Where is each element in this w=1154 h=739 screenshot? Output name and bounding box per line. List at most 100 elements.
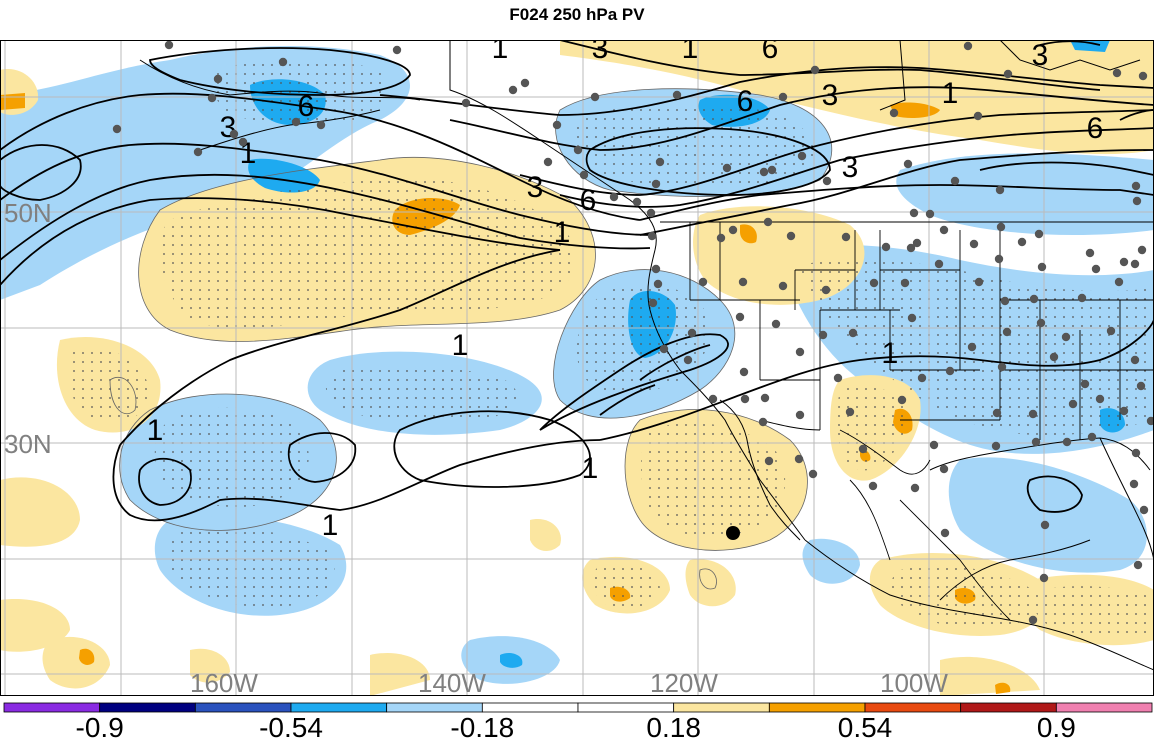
- pv-contours: [0, 40, 1154, 522]
- colorbar-tick-label: 0.9: [1037, 712, 1076, 739]
- station-dot: [940, 528, 950, 538]
- station-dot: [1028, 615, 1038, 625]
- station-dot: [1146, 416, 1154, 426]
- station-dot: [1085, 248, 1095, 258]
- station-dot: [963, 41, 973, 51]
- station-dot: [912, 238, 922, 248]
- station-dot: [112, 124, 122, 134]
- station-dot: [917, 373, 927, 383]
- station-dot: [1137, 245, 1147, 255]
- station-dot: [786, 231, 796, 241]
- station-dot: [907, 313, 917, 323]
- colorbar-tick-label: 0.54: [838, 712, 893, 739]
- station-dot: [278, 57, 288, 67]
- station-dot: [609, 192, 619, 202]
- station-dot: [708, 394, 718, 404]
- station-dot: [508, 85, 518, 95]
- station-dot: [651, 179, 661, 189]
- station-dot: [794, 454, 804, 464]
- station-dot: [590, 92, 600, 102]
- station-dot: [950, 176, 960, 186]
- station-dot: [991, 441, 1001, 451]
- contour-label: 3: [220, 111, 237, 144]
- pv-map: 1 3 6 1 3 6 1 3 6 1 3 1 1 1 1 1 3 6 3 1 …: [0, 32, 1154, 698]
- station-dot: [994, 254, 1004, 264]
- station-dot: [760, 393, 770, 403]
- station-dot: [767, 165, 777, 175]
- station-dot: [808, 469, 818, 479]
- colorbar-box: [290, 702, 388, 713]
- station-dot: [1061, 332, 1071, 342]
- lat-label: 30N: [4, 429, 52, 459]
- station-dot: [1029, 294, 1039, 304]
- colorbar-tick-label: -0.18: [450, 712, 514, 739]
- station-dots: [112, 40, 1154, 625]
- station-dot: [728, 225, 738, 235]
- station-dot: [1114, 277, 1124, 287]
- contour-label: 1: [492, 32, 509, 65]
- contour-label: 6: [580, 184, 597, 217]
- contour-label: 1: [554, 216, 571, 249]
- station-dot: [207, 93, 217, 103]
- station-dot: [881, 242, 891, 252]
- station-dot: [316, 120, 326, 130]
- station-dot: [939, 225, 949, 235]
- station-dot: [552, 120, 562, 130]
- station-dot: [672, 90, 682, 100]
- station-dot: [461, 98, 471, 108]
- contour-label: 6: [1087, 112, 1104, 145]
- station-dot: [739, 367, 749, 377]
- station-dot: [653, 279, 663, 289]
- station-dot: [738, 277, 748, 287]
- station-dot: [1139, 505, 1149, 515]
- colorbar-box: [481, 702, 579, 713]
- station-dot: [869, 278, 879, 288]
- station-dot: [1040, 520, 1050, 530]
- station-dot: [1106, 326, 1116, 336]
- station-dot: [716, 233, 726, 243]
- marker-dot: [726, 526, 740, 540]
- station-dot: [1119, 406, 1129, 416]
- station-dot: [795, 410, 805, 420]
- contour-label: 3: [842, 151, 859, 184]
- colorbar-tick-label: -0.54: [259, 712, 323, 739]
- station-dot: [1077, 293, 1087, 303]
- station-dot: [1091, 264, 1101, 274]
- station-dot: [1036, 318, 1046, 328]
- station-dot: [906, 243, 916, 253]
- station-dot: [1138, 71, 1148, 81]
- station-dot: [897, 395, 907, 405]
- contour-label: 1: [942, 77, 959, 110]
- station-dot: [778, 281, 788, 291]
- station-dot: [213, 74, 223, 84]
- colorbar-tick-label: -0.9: [76, 712, 124, 739]
- colorbar-box: [99, 702, 196, 713]
- station-dot: [758, 417, 768, 427]
- station-dot: [910, 483, 920, 493]
- contour-label: 6: [298, 90, 315, 123]
- contour-label: 3: [592, 32, 609, 65]
- station-dot: [1039, 573, 1049, 583]
- station-dot: [1034, 229, 1044, 239]
- station-dot: [974, 277, 984, 287]
- station-dot: [967, 342, 977, 352]
- station-dot: [687, 328, 697, 338]
- station-dot: [995, 185, 1005, 195]
- station-dot: [573, 145, 583, 155]
- station-dot: [648, 298, 658, 308]
- station-dot: [1062, 437, 1072, 447]
- station-dot: [945, 366, 955, 376]
- station-dot: [238, 137, 248, 147]
- station-dot: [392, 45, 402, 55]
- contour-label: 1: [882, 337, 899, 370]
- station-dot: [771, 319, 781, 329]
- station-dot: [1112, 68, 1122, 78]
- station-dot: [646, 208, 656, 218]
- station-dot: [1002, 327, 1012, 337]
- station-dot: [1049, 352, 1059, 362]
- station-dot: [659, 344, 669, 354]
- lon-label: 120W: [650, 668, 718, 698]
- colorbar-boxes: [3, 702, 1153, 713]
- station-dot: [795, 347, 805, 357]
- station-dot: [1131, 448, 1141, 458]
